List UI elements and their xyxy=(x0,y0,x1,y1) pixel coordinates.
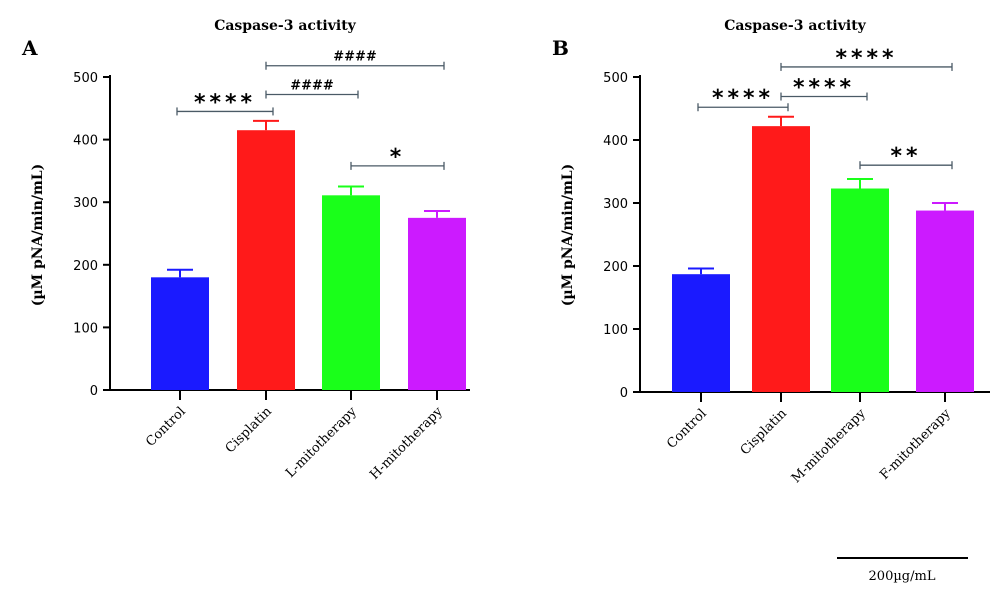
panel-a-sig-label: **** xyxy=(194,90,256,115)
panel-a-category-label: H-mitotherapy xyxy=(367,404,446,483)
panel-a-ytick-label: 100 xyxy=(73,321,98,336)
panel-a-category-label: L-mitotherapy xyxy=(283,404,360,481)
panel-a-ytick-label: 500 xyxy=(73,71,98,86)
panel-b-bar-0 xyxy=(672,274,730,392)
panel-b-bar-3 xyxy=(916,210,974,392)
panel-b-category-label: M-mitotherapy xyxy=(789,406,869,486)
panel-b-sig-label: **** xyxy=(712,86,774,111)
scale-bar-label: 200µg/mL xyxy=(869,569,936,584)
panel-a-bar-2 xyxy=(322,195,380,390)
panel-b-title: Caspase-3 activity xyxy=(724,18,866,34)
panel-b-ytick-label: 100 xyxy=(603,323,628,338)
panel-b-ytick-label: 400 xyxy=(603,134,628,149)
panel-b-category-label: F-mitotherapy xyxy=(877,406,954,483)
panel-a-ytick-label: 200 xyxy=(73,259,98,274)
panel-a-category-label: Control xyxy=(143,404,189,450)
panel-b-category-label: Cisplatin xyxy=(738,406,791,459)
panel-b-ytick-label: 500 xyxy=(603,71,628,86)
panel-a-bar-3 xyxy=(408,217,466,390)
panel-a-sig-label: * xyxy=(390,145,406,170)
panel-b-category-label: Control xyxy=(664,406,710,452)
panel-a-ytick-label: 300 xyxy=(73,196,98,211)
panel-b-bar-2 xyxy=(831,188,889,392)
panel-a-ytick-label: 400 xyxy=(73,134,98,149)
panel-b-ytick-label: 200 xyxy=(603,260,628,275)
panel-a-ylabel: (µM pNA/min/mL) xyxy=(30,164,46,307)
panel-a-bar-0 xyxy=(151,277,209,390)
panel-b-letter: B xyxy=(552,36,569,60)
panel-a-plot: 0 100 200 300 400 500 Control Cisplatin L-mitoth… xyxy=(73,50,470,483)
panel-a-title: Caspase-3 activity xyxy=(214,18,356,34)
panel-b-ytick-label: 0 xyxy=(620,386,628,401)
panel-a-sig-label: #### xyxy=(290,79,334,94)
panel-b-ylabel: (µM pNA/min/mL) xyxy=(560,164,576,307)
panel-b-sig-label: ** xyxy=(890,144,921,169)
panel-a-ytick-label: 0 xyxy=(90,384,98,399)
panel-a-bar-1 xyxy=(237,130,295,390)
panel-b-bar-1 xyxy=(752,126,810,392)
panel-b-sig-label: **** xyxy=(835,46,897,71)
panel-b-sig-label: **** xyxy=(793,76,855,101)
panel-b-plot: 0 100 200 300 400 500 Control CisplatinM-mitoth… xyxy=(603,46,990,486)
panel-a-sig-label: #### xyxy=(333,50,377,65)
panel-b-ytick-label: 300 xyxy=(603,197,628,212)
panel-a-letter: A xyxy=(21,36,38,60)
panel-a-category-label: Cisplatin xyxy=(223,404,276,457)
